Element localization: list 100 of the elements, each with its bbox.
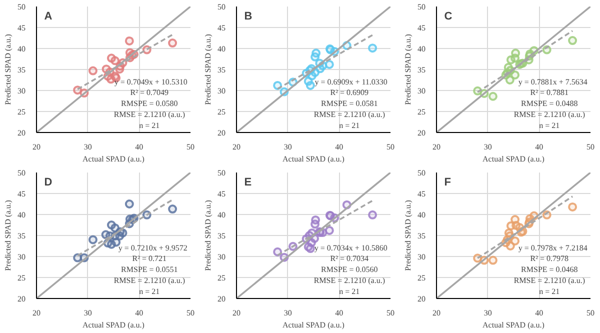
y-tick-label: 40 bbox=[418, 44, 426, 54]
y-tick-label: 45 bbox=[18, 190, 26, 198]
annotation: RMSE = 2.1210 (a.u.) bbox=[114, 110, 186, 120]
x-tick-label: 50 bbox=[586, 142, 594, 152]
annotation: RMSE = 2.1210 (a.u.) bbox=[514, 110, 586, 120]
annotation: y = 0.7034x + 10.5860 bbox=[314, 243, 388, 252]
annotation: y = 0.7049x + 10.5310 bbox=[114, 77, 188, 86]
x-axis-title: Actual SPAD (a.u.) bbox=[282, 154, 345, 164]
annotation: n = 21 bbox=[139, 286, 160, 296]
annotation: y = 0.7881x + 7.5634 bbox=[518, 77, 588, 86]
x-tick-label: 20 bbox=[32, 142, 40, 152]
x-tick-label: 30 bbox=[84, 308, 92, 318]
x-tick-label: 40 bbox=[135, 142, 144, 152]
x-tick-label: 20 bbox=[232, 308, 240, 318]
y-tick-label: 25 bbox=[18, 108, 26, 116]
annotation: RMSPE = 0.0488 bbox=[521, 99, 578, 108]
y-axis-title: Predicted SPAD (a.u.) bbox=[404, 34, 412, 105]
y-tick-label: 50 bbox=[218, 2, 226, 12]
y-tick-label: 40 bbox=[18, 44, 26, 54]
y-axis-title: Predicted SPAD (a.u.) bbox=[204, 34, 212, 105]
x-tick-label: 30 bbox=[84, 142, 92, 152]
annotation: n = 21 bbox=[539, 286, 560, 296]
y-tick-label: 40 bbox=[418, 210, 426, 220]
y-tick-label: 25 bbox=[18, 274, 26, 282]
y-tick-label: 50 bbox=[18, 168, 26, 178]
y-tick-label: 30 bbox=[18, 252, 26, 262]
annotation: R² = 0.7049 bbox=[130, 88, 169, 98]
y-tick-label: 35 bbox=[418, 66, 426, 74]
chart-title: B bbox=[244, 10, 252, 23]
annotation: n = 21 bbox=[339, 286, 360, 296]
chart-title: D bbox=[44, 176, 52, 189]
x-tick-label: 30 bbox=[484, 308, 492, 318]
y-tick-label: 20 bbox=[418, 128, 426, 138]
x-tick-label: 40 bbox=[335, 308, 344, 318]
x-tick-label: 40 bbox=[335, 142, 344, 152]
y-tick-label: 20 bbox=[218, 294, 226, 304]
y-tick-label: 35 bbox=[18, 232, 26, 240]
x-tick-label: 40 bbox=[135, 308, 144, 318]
y-axis-title: Predicted SPAD (a.u.) bbox=[404, 200, 412, 271]
x-tick-label: 40 bbox=[535, 142, 544, 152]
y-axis-title: Predicted SPAD (a.u.) bbox=[204, 200, 212, 271]
y-tick-label: 45 bbox=[218, 190, 226, 198]
chart-title: F bbox=[444, 176, 452, 189]
y-axis-title: Predicted SPAD (a.u.) bbox=[4, 34, 12, 105]
y-tick-label: 20 bbox=[18, 294, 26, 304]
y-tick-label: 20 bbox=[18, 128, 26, 138]
x-tick-label: 40 bbox=[535, 308, 544, 318]
annotation: n = 21 bbox=[139, 120, 160, 130]
x-tick-label: 50 bbox=[186, 308, 194, 318]
y-tick-label: 30 bbox=[418, 86, 426, 96]
y-tick-label: 50 bbox=[18, 2, 26, 12]
y-tick-label: 45 bbox=[418, 190, 426, 198]
annotation: y = 0.7210x + 9.9572 bbox=[118, 243, 188, 252]
annotation: RMSE = 2.1210 (a.u.) bbox=[314, 110, 386, 120]
y-tick-label: 35 bbox=[218, 66, 226, 74]
y-tick-label: 45 bbox=[218, 24, 226, 32]
y-tick-label: 30 bbox=[218, 252, 226, 262]
annotation: RMSE = 2.1210 (a.u.) bbox=[114, 276, 186, 286]
x-axis-title: Actual SPAD (a.u.) bbox=[482, 154, 545, 164]
y-tick-label: 40 bbox=[18, 210, 26, 220]
y-tick-label: 25 bbox=[418, 108, 426, 116]
x-axis-title: Actual SPAD (a.u.) bbox=[82, 320, 145, 330]
x-axis-title: Actual SPAD (a.u.) bbox=[82, 154, 145, 164]
annotation: n = 21 bbox=[339, 120, 360, 130]
annotation: n = 21 bbox=[539, 120, 560, 130]
x-tick-label: 50 bbox=[386, 142, 394, 152]
y-tick-label: 25 bbox=[418, 274, 426, 282]
annotation: RMSE = 2.1210 (a.u.) bbox=[514, 276, 586, 286]
annotation: y = 0.6909x + 11.0330 bbox=[314, 77, 388, 86]
chart-title: C bbox=[444, 10, 452, 23]
y-tick-label: 40 bbox=[218, 44, 226, 54]
x-tick-label: 20 bbox=[232, 142, 240, 152]
x-tick-label: 30 bbox=[484, 142, 492, 152]
y-tick-label: 25 bbox=[218, 108, 226, 116]
chart-title: A bbox=[44, 10, 52, 23]
y-tick-label: 30 bbox=[18, 86, 26, 96]
x-tick-label: 50 bbox=[586, 308, 594, 318]
y-tick-label: 45 bbox=[418, 24, 426, 32]
x-tick-label: 20 bbox=[432, 308, 440, 318]
y-tick-label: 45 bbox=[18, 24, 26, 32]
x-axis-title: Actual SPAD (a.u.) bbox=[482, 320, 545, 330]
y-tick-label: 50 bbox=[418, 2, 426, 12]
x-tick-label: 50 bbox=[186, 142, 194, 152]
annotation: RMSPE = 0.0580 bbox=[121, 99, 178, 108]
x-axis-title: Actual SPAD (a.u.) bbox=[282, 320, 345, 330]
x-tick-label: 30 bbox=[284, 142, 292, 152]
annotation: RMSPE = 0.0468 bbox=[521, 265, 578, 274]
y-tick-label: 50 bbox=[418, 168, 426, 178]
y-tick-label: 30 bbox=[418, 252, 426, 262]
chart-title: E bbox=[244, 176, 252, 189]
y-axis-title: Predicted SPAD (a.u.) bbox=[4, 200, 12, 271]
y-tick-label: 50 bbox=[218, 168, 226, 178]
annotation: R² = 0.6909 bbox=[330, 88, 369, 98]
annotation: y = 0.7978x + 7.2184 bbox=[518, 243, 588, 252]
annotation: R² = 0.7978 bbox=[530, 254, 569, 264]
annotation: RMSE = 2.1210 (a.u.) bbox=[314, 276, 386, 286]
y-tick-label: 30 bbox=[218, 86, 226, 96]
annotation: R² = 0.7034 bbox=[330, 254, 369, 264]
y-tick-label: 35 bbox=[218, 232, 226, 240]
x-tick-label: 30 bbox=[284, 308, 292, 318]
